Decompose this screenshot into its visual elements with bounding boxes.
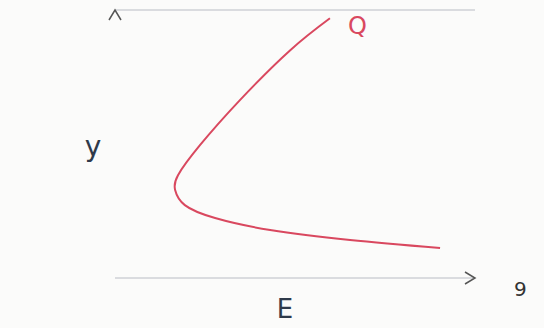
svg-text:9: 9 — [514, 277, 527, 301]
svg-text:Q: Q — [348, 12, 367, 40]
svg-text:E: E — [277, 294, 293, 324]
svg-text:y: y — [85, 130, 102, 163]
